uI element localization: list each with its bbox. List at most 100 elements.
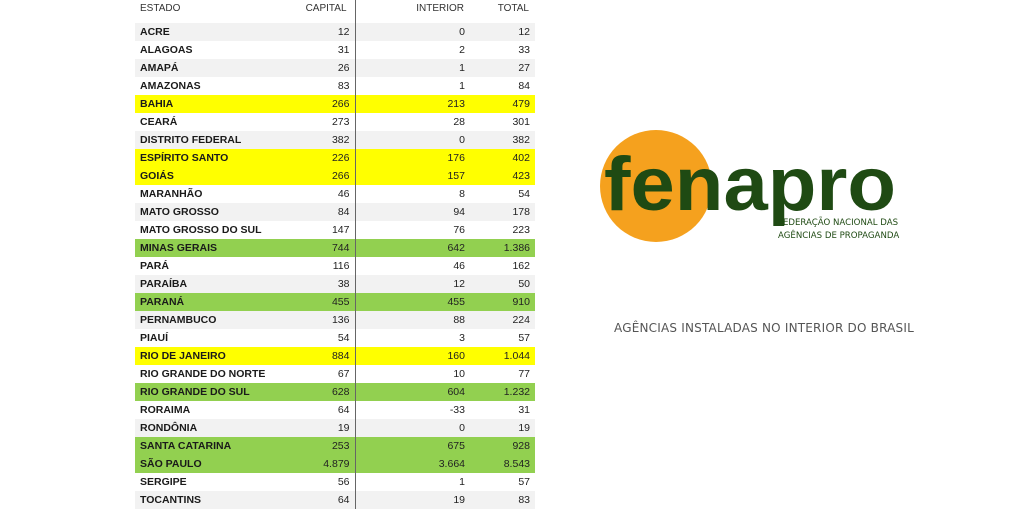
cell-interior: 1 (459, 62, 465, 74)
cell-interior: 642 (447, 242, 465, 254)
table-row: RIO GRANDE DO NORTE 67 10 77 (135, 365, 535, 383)
cell-interior: 213 (447, 98, 465, 110)
cell-interior: 160 (447, 350, 465, 362)
cell-total: 1.232 (503, 386, 530, 398)
cell-capital: 253 (290, 437, 356, 455)
cell-estado: TOCANTINS (140, 494, 202, 506)
cell-total: 8.543 (503, 458, 530, 470)
table-row: PARANÁ 455 455 910 (135, 293, 535, 311)
cell-estado: ALAGOAS (140, 44, 193, 56)
cell-total: 54 (518, 188, 530, 200)
cell-capital: 31 (290, 41, 356, 59)
caption-text: AGÊNCIAS INSTALADAS NO INTERIOR DO BRASI… (614, 321, 914, 335)
table-row: TOCANTINS 64 19 83 (135, 491, 535, 509)
table-row: RORAIMA 64 -33 31 (135, 401, 535, 419)
cell-capital: 64 (290, 491, 356, 509)
cell-estado: PARANÁ (140, 296, 185, 308)
table-header-row: ESTADO CAPITAL INTERIOR TOTAL (135, 0, 535, 23)
cell-interior: 2 (459, 44, 465, 56)
cell-capital: 26 (290, 59, 356, 77)
cell-estado: AMAPÁ (140, 62, 179, 74)
cell-interior: 1 (459, 80, 465, 92)
cell-total: 301 (512, 116, 530, 128)
header-total: TOTAL (470, 0, 535, 23)
cell-interior: 10 (453, 368, 465, 380)
cell-estado: MINAS GERAIS (140, 242, 218, 254)
table-row: ACRE 12 0 12 (135, 23, 535, 41)
cell-capital: 116 (290, 257, 356, 275)
cell-estado: SANTA CATARINA (140, 440, 232, 452)
table-row: CEARÁ 273 28 301 (135, 113, 535, 131)
cell-capital: 46 (290, 185, 356, 203)
cell-capital: 64 (290, 401, 356, 419)
cell-capital: 628 (290, 383, 356, 401)
cell-total: 423 (512, 170, 530, 182)
cell-total: 83 (518, 494, 530, 506)
cell-total: 224 (512, 314, 530, 326)
cell-capital: 67 (290, 365, 356, 383)
cell-capital: 744 (290, 239, 356, 257)
cell-interior: 12 (453, 278, 465, 290)
cell-estado: CEARÁ (140, 116, 178, 128)
cell-capital: 273 (290, 113, 356, 131)
fenapro-logo-graphic: fenapro FEDERAÇÃO NACIONAL DAS AGÊNCIAS … (600, 130, 899, 242)
table-row: MINAS GERAIS 744 642 1.386 (135, 239, 535, 257)
states-table-container: ESTADO CAPITAL INTERIOR TOTAL ACRE 12 0 12 A… (135, 0, 535, 509)
cell-total: 178 (512, 206, 530, 218)
cell-estado: PERNAMBUCO (140, 314, 217, 326)
cell-interior: 0 (459, 422, 465, 434)
cell-total: 1.386 (503, 242, 530, 254)
cell-estado: MARANHÃO (140, 188, 203, 200)
table-row: AMAZONAS 83 1 84 (135, 77, 535, 95)
cell-capital: 54 (290, 329, 356, 347)
cell-estado: RIO DE JANEIRO (140, 350, 226, 362)
table-row: AMAPÁ 26 1 27 (135, 59, 535, 77)
cell-interior: 455 (447, 296, 465, 308)
table-row: SERGIPE 56 1 57 (135, 473, 535, 491)
cell-capital: 19 (290, 419, 356, 437)
table-row: ESPÍRITO SANTO 226 176 402 (135, 149, 535, 167)
cell-interior: 176 (447, 152, 465, 164)
cell-estado: GOIÁS (140, 170, 174, 182)
cell-total: 479 (512, 98, 530, 110)
cell-capital: 83 (290, 77, 356, 95)
cell-estado: ACRE (140, 26, 170, 38)
cell-total: 31 (518, 404, 530, 416)
cell-total: 84 (518, 80, 530, 92)
cell-total: 33 (518, 44, 530, 56)
cell-interior: 88 (453, 314, 465, 326)
cell-capital: 226 (290, 149, 356, 167)
cell-capital: 884 (290, 347, 356, 365)
cell-interior: 19 (453, 494, 465, 506)
table-row: DISTRITO FEDERAL 382 0 382 (135, 131, 535, 149)
cell-estado: SÃO PAULO (140, 458, 202, 470)
table-row: RIO GRANDE DO SUL 628 604 1.232 (135, 383, 535, 401)
header-capital: CAPITAL (290, 0, 356, 23)
cell-estado: MATO GROSSO DO SUL (140, 224, 262, 236)
cell-total: 50 (518, 278, 530, 290)
table-row: MATO GROSSO 84 94 178 (135, 203, 535, 221)
cell-interior: 157 (447, 170, 465, 182)
cell-total: 19 (518, 422, 530, 434)
cell-capital: 56 (290, 473, 356, 491)
table-body: ACRE 12 0 12 ALAGOAS 31 2 33 AMAPÁ 26 1 27 AMAZONAS 8… (135, 23, 535, 509)
logo-tagline-line1: FEDERAÇÃO NACIONAL DAS (778, 217, 898, 228)
cell-total: 402 (512, 152, 530, 164)
cell-estado: RORAIMA (140, 404, 191, 416)
cell-interior: 46 (453, 260, 465, 272)
cell-estado: RIO GRANDE DO SUL (140, 386, 250, 398)
cell-estado: PARAÍBA (140, 278, 188, 290)
cell-total: 382 (512, 134, 530, 146)
header-interior: INTERIOR (355, 0, 470, 23)
header-estado: ESTADO (135, 0, 290, 23)
cell-total: 27 (518, 62, 530, 74)
table-row: SANTA CATARINA 253 675 928 (135, 437, 535, 455)
cell-capital: 266 (290, 167, 356, 185)
table-row: ALAGOAS 31 2 33 (135, 41, 535, 59)
cell-capital: 12 (290, 23, 356, 41)
table-row: PIAUÍ 54 3 57 (135, 329, 535, 347)
cell-interior: 604 (447, 386, 465, 398)
cell-estado: MATO GROSSO (140, 206, 219, 218)
cell-total: 57 (518, 332, 530, 344)
fenapro-logo: fenapro FEDERAÇÃO NACIONAL DAS AGÊNCIAS … (600, 128, 900, 248)
